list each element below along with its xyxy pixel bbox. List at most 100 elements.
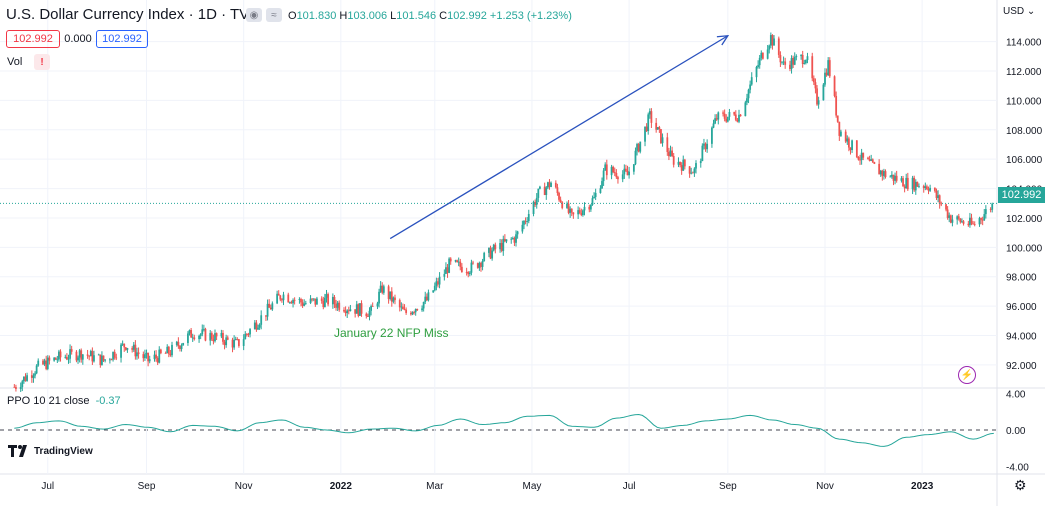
candle-body <box>24 376 27 381</box>
candle-body <box>405 309 408 313</box>
candle-body <box>355 304 358 314</box>
candle <box>502 235 505 256</box>
candle-body <box>104 359 107 361</box>
candle <box>617 175 619 184</box>
volume-warning-icon[interactable]: ! <box>34 54 50 70</box>
candle-body <box>792 58 795 65</box>
candle <box>327 292 329 307</box>
ask-price-box[interactable]: 102.992 <box>96 30 148 48</box>
candle <box>510 237 513 244</box>
candle <box>449 257 452 265</box>
candle-body <box>645 126 648 131</box>
tradingview-icon <box>8 445 27 457</box>
candle-body <box>454 260 457 262</box>
candle-body <box>734 114 737 120</box>
candle <box>480 261 482 272</box>
candle-body <box>554 182 557 188</box>
candle-body <box>588 206 591 210</box>
candle <box>279 294 282 302</box>
candle <box>292 298 294 308</box>
candle-body <box>134 344 137 357</box>
candle <box>210 331 213 341</box>
candle-body <box>545 187 548 195</box>
trend-arrow[interactable] <box>389 34 730 240</box>
candle-body <box>226 337 229 340</box>
candle <box>789 60 791 72</box>
candle-body <box>658 127 661 130</box>
candle <box>734 110 737 122</box>
candle <box>755 65 758 83</box>
candle <box>634 147 637 166</box>
candle <box>733 111 736 116</box>
candle <box>610 164 613 180</box>
candle-body <box>683 159 686 167</box>
candle-body <box>969 217 971 226</box>
candle <box>593 192 595 199</box>
candle <box>594 188 597 201</box>
candle-body <box>132 344 135 350</box>
candle-body <box>483 252 486 261</box>
candle-body <box>365 313 368 317</box>
candle-body <box>347 310 350 312</box>
candle-body <box>922 186 925 189</box>
candle <box>626 165 629 176</box>
eye-icon[interactable]: ◉ <box>246 8 262 22</box>
candle-body <box>967 223 970 226</box>
candle-body <box>225 337 228 346</box>
candle-body <box>656 127 659 130</box>
candle <box>690 167 693 175</box>
candle <box>900 176 903 183</box>
candle <box>93 350 95 363</box>
candle <box>766 44 769 60</box>
candle-body <box>769 35 772 46</box>
time-axis[interactable]: Jul Sep Nov 2022 Mar May Jul Sep Nov 2023 <box>41 481 933 492</box>
time-tick-label: Jul <box>623 481 636 492</box>
bid-price-box[interactable]: 102.992 <box>6 30 60 48</box>
candle-body <box>862 152 865 158</box>
candle <box>599 185 602 194</box>
candle <box>644 126 646 147</box>
candle-body <box>812 78 815 83</box>
candle-body <box>884 171 887 178</box>
price-axis[interactable]: 92.000 94.000 96.000 98.000 100.000 102.000 10… <box>1006 38 1043 474</box>
tradingview-logo[interactable]: TradingView <box>8 445 93 457</box>
candle <box>969 212 971 228</box>
candle-body <box>617 177 619 180</box>
open-value: 101.830 <box>296 10 337 22</box>
candle-body <box>814 82 817 89</box>
annotation-nfp-miss[interactable]: January 22 NFP Miss <box>334 326 449 340</box>
candle <box>615 169 618 179</box>
candle-body <box>35 365 38 374</box>
candle-body <box>414 308 417 313</box>
candle-body <box>257 327 259 330</box>
lightning-icon[interactable]: ⚡ <box>958 366 976 384</box>
candle <box>554 180 557 189</box>
candle-body <box>280 299 283 301</box>
candle <box>22 376 25 384</box>
candle <box>868 155 871 162</box>
candle <box>492 243 495 252</box>
candle <box>167 345 170 358</box>
candle <box>537 188 540 203</box>
candle <box>548 179 551 190</box>
candle-body <box>277 293 280 296</box>
candle <box>983 209 986 221</box>
candle-body <box>222 332 224 342</box>
candle-body <box>835 95 838 116</box>
candle <box>703 138 705 150</box>
candle <box>668 147 670 161</box>
gear-icon[interactable]: ⚙ <box>1014 477 1027 493</box>
candle <box>258 323 261 330</box>
candle <box>632 164 635 175</box>
candle-body <box>626 170 629 176</box>
candle-body <box>470 262 473 273</box>
close-value: 102.992 <box>447 10 487 22</box>
candle <box>64 354 67 359</box>
trend-arrow-line[interactable] <box>389 35 729 240</box>
candle <box>722 110 724 117</box>
ppo-line <box>14 413 994 447</box>
compare-icon[interactable]: ≈ <box>266 8 282 22</box>
candle-body <box>868 159 871 161</box>
currency-selector[interactable]: USD ⌄ <box>1003 6 1035 17</box>
